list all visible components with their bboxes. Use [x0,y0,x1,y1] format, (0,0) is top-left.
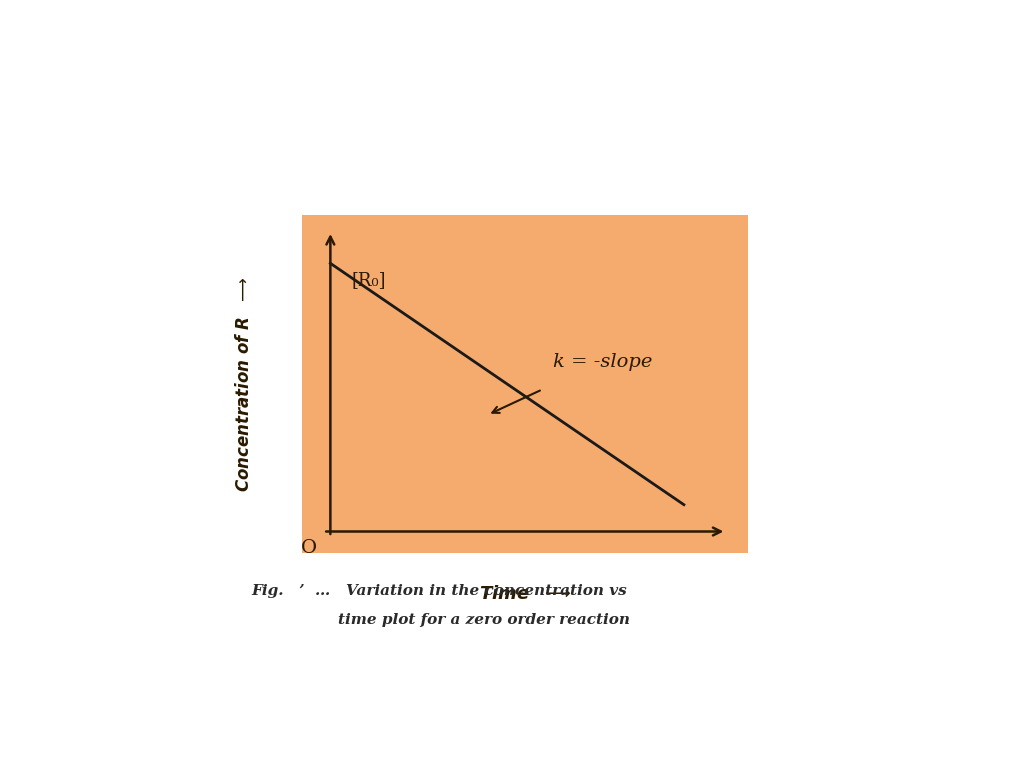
Text: Integrated Rate Equations: Integrated Rate Equations [223,30,802,68]
Text: Concentration of R  $\longrightarrow$: Concentration of R $\longrightarrow$ [236,276,253,492]
Text: O: O [301,538,317,557]
Text: [R₀]: [R₀] [351,271,386,290]
Text: Fig.   ’  …   Variation in the concentration vs: Fig. ’ … Variation in the concentration … [251,584,627,598]
Text: Time  $\longrightarrow$: Time $\longrightarrow$ [478,584,571,603]
Text: k = -slope: k = -slope [553,353,652,371]
Text: time plot for a zero order reaction: time plot for a zero order reaction [338,613,630,627]
